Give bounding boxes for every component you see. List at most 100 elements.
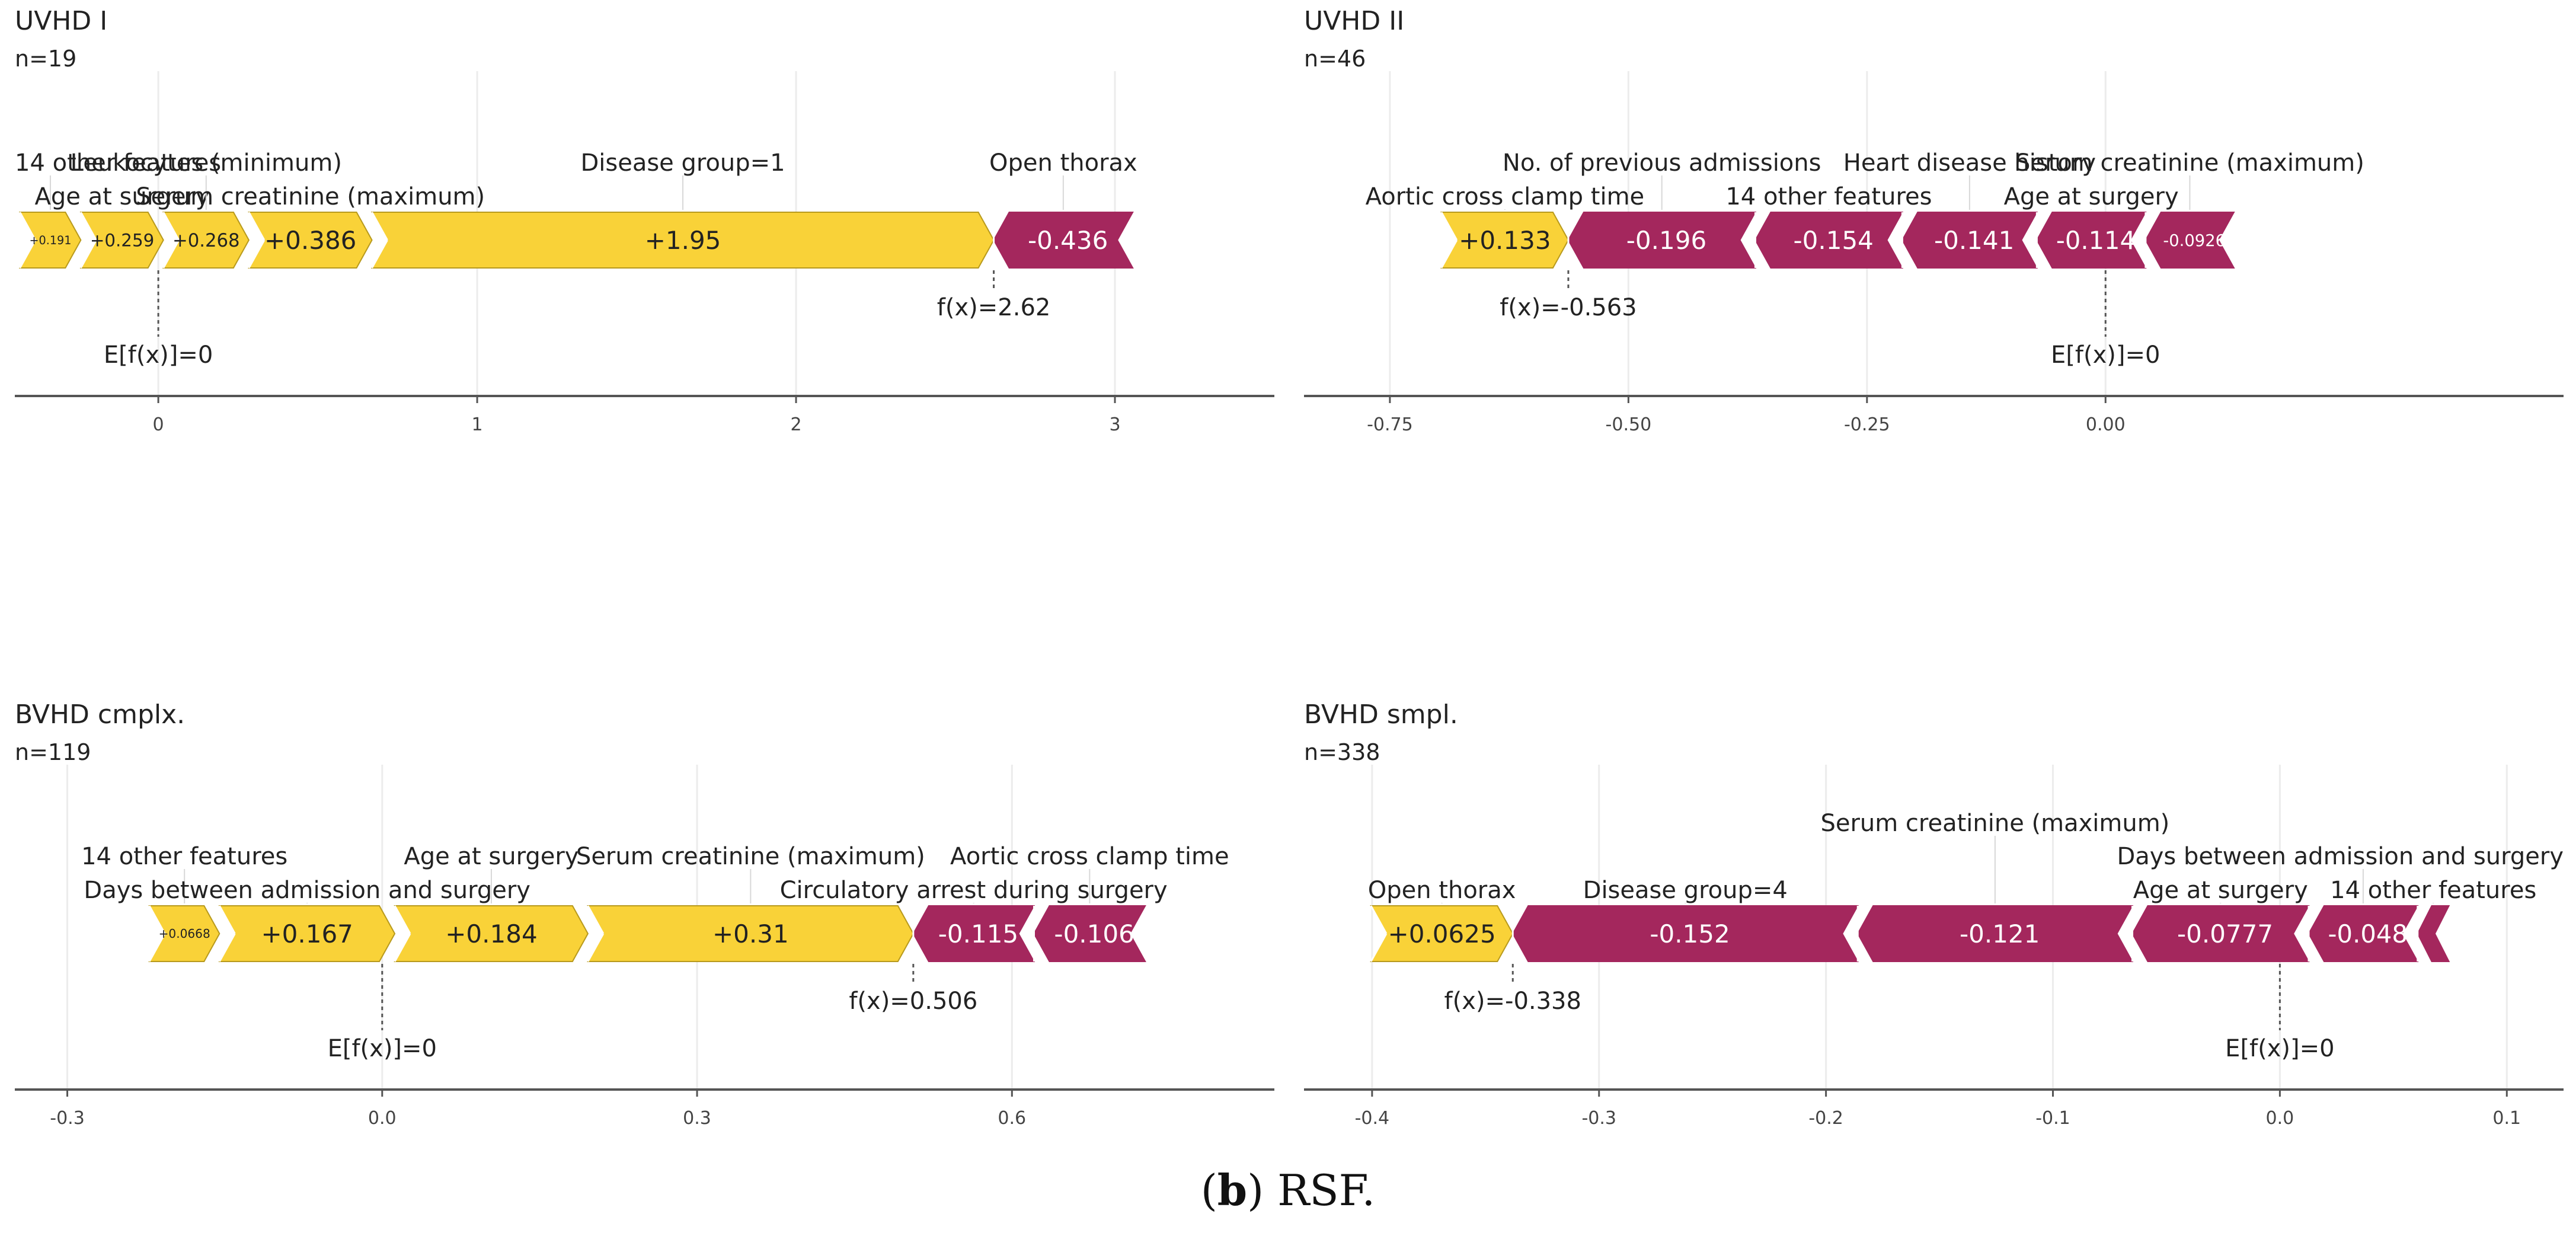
segment-value-label: -0.114 <box>2056 226 2136 255</box>
segment-separator <box>1370 905 1388 934</box>
x-tick-label: -0.2 <box>1808 1108 1843 1129</box>
segment-separator <box>394 933 411 962</box>
segment-value-label: -0.0777 <box>2177 919 2273 948</box>
segment-value-label: +0.133 <box>1459 226 1551 255</box>
output-value-label: f(x)=-0.563 <box>1500 294 1637 321</box>
segment-value-label: +0.0668 <box>159 927 210 941</box>
segment-value-label: -0.106 <box>1054 919 1134 948</box>
x-tick-label: 0 <box>153 414 164 435</box>
feature-name-label: Disease group=4 <box>1583 877 1788 904</box>
segment-separator <box>80 239 97 269</box>
x-tick-label: 0.00 <box>2086 414 2126 435</box>
positive-contribution-bar <box>394 905 589 962</box>
x-tick-label: -0.3 <box>50 1108 85 1129</box>
segment-value-label: -0.196 <box>1626 226 1706 255</box>
segment-separator <box>80 212 97 241</box>
x-tick-label: 0.6 <box>998 1108 1026 1129</box>
segment-separator <box>162 239 180 269</box>
segment-separator <box>19 239 36 269</box>
x-tick-label: -0.50 <box>1606 414 1652 435</box>
feature-name-label: Serum creatinine (maximum) <box>2015 149 2364 177</box>
segment-separator <box>19 212 36 241</box>
sample-size-label: n=119 <box>15 739 91 765</box>
positive-contribution-bar <box>18 212 82 269</box>
feature-name-label: Age at surgery <box>2133 877 2308 904</box>
force-plot-panel: UVHD II n=46 -0.75 -0.50 -0.25 0.00 +0.133 Aort… <box>1304 6 2564 435</box>
sample-size-label: n=338 <box>1304 739 1380 765</box>
positive-contribution-bar <box>79 212 164 269</box>
segment-separator <box>1440 239 1458 269</box>
feature-name-label: Open thorax <box>989 149 1137 177</box>
segment-separator <box>148 933 166 962</box>
positive-contribution-bar <box>218 905 396 962</box>
feature-name-label: Days between admission and surgery <box>2117 843 2564 870</box>
segment-value-label: +1.95 <box>645 226 721 255</box>
segment-separator <box>148 905 166 934</box>
positive-contribution-bar <box>587 905 914 962</box>
segment-value-label: +0.268 <box>172 231 240 251</box>
segment-value-label: +0.167 <box>261 919 353 948</box>
x-tick-label: -0.25 <box>1844 414 1890 435</box>
segment-value-label: -0.154 <box>1794 226 1874 255</box>
feature-name-label: 14 other features <box>81 843 287 870</box>
segment-separator <box>1440 212 1458 241</box>
caption-paren-open: ( <box>1200 1165 1217 1215</box>
segment-separator <box>371 239 388 269</box>
output-value-label: f(x)=0.506 <box>849 988 977 1015</box>
feature-name-label: Aortic cross clamp time <box>950 843 1229 870</box>
figure-caption: (b) RSF. <box>0 1165 2576 1215</box>
x-tick-label: 0.3 <box>683 1108 711 1129</box>
panel-title: UVHD I <box>15 6 107 36</box>
force-plot-panel: UVHD I n=19 0 1 2 3 +0.191 14 other features +0.… <box>15 6 1274 435</box>
x-tick-label: -0.3 <box>1581 1108 1616 1129</box>
base-value-label: E[f(x)]=0 <box>328 1035 437 1062</box>
feature-name-label: Age at surgery <box>35 183 210 210</box>
feature-name-label: Age at surgery <box>404 843 579 870</box>
base-value-label: E[f(x)]=0 <box>2051 341 2160 369</box>
segment-value-label: -0.0926 <box>2163 232 2226 250</box>
segment-value-label: +0.386 <box>264 226 356 255</box>
x-tick-label: 0.0 <box>2266 1108 2294 1129</box>
feature-name-label: Leukocytes (minimum) <box>71 149 342 177</box>
feature-name-label: Disease group=1 <box>580 149 785 177</box>
output-value-label: f(x)=-0.338 <box>1444 988 1581 1015</box>
caption-letter: b <box>1217 1165 1248 1215</box>
feature-name-label: 14 other features <box>2330 877 2536 904</box>
segment-value-label: -0.152 <box>1650 919 1730 948</box>
x-tick-label: 0.0 <box>368 1108 397 1129</box>
caption-text: RSF. <box>1264 1165 1376 1215</box>
feature-name-label: Aortic cross clamp time <box>1366 183 1645 210</box>
feature-name-label: Serum creatinine (maximum) <box>136 183 485 210</box>
panel-title: BVHD cmplx. <box>15 699 185 730</box>
panel-title: UVHD II <box>1304 6 1404 36</box>
feature-name-label: 14 other features <box>15 149 221 177</box>
segment-value-label: -0.141 <box>1934 226 2014 255</box>
segment-value-label: -0.436 <box>1028 226 1108 255</box>
segment-separator <box>587 905 605 934</box>
x-tick-label: -0.4 <box>1355 1108 1390 1129</box>
feature-name-label: Serum creatinine (maximum) <box>576 843 925 870</box>
segment-separator <box>162 212 180 241</box>
segment-separator <box>248 239 266 269</box>
base-value-label: E[f(x)]=0 <box>104 341 213 369</box>
feature-name-label: Circulatory arrest during surgery <box>780 877 1168 904</box>
segment-value-label: -0.121 <box>1960 919 2040 948</box>
x-tick-label: -0.75 <box>1367 414 1413 435</box>
segment-separator <box>371 212 388 241</box>
segment-separator <box>218 933 236 962</box>
force-plot-panel: BVHD cmplx. n=119 -0.3 0.0 0.3 0.6 +0.0668 14 o… <box>15 699 1274 1129</box>
positive-contribution-bar <box>370 212 995 269</box>
feature-name-label: No. of previous admissions <box>1503 149 1821 177</box>
segment-separator <box>218 905 236 934</box>
feature-name-label: Heart disease history <box>1843 149 2096 177</box>
negative-contribution-bar <box>2417 905 2450 962</box>
segment-value-label: +0.191 <box>29 234 71 247</box>
segment-separator <box>394 905 411 934</box>
force-plot-panel: BVHD smpl. n=338 -0.4 -0.3 -0.2 -0.1 0.0 0.1 +0.… <box>1304 699 2564 1129</box>
feature-name-label: Open thorax <box>1368 877 1516 904</box>
sample-size-label: n=46 <box>1304 46 1366 72</box>
x-tick-label: 2 <box>790 414 801 435</box>
sample-size-label: n=19 <box>15 46 76 72</box>
segment-separator <box>248 212 266 241</box>
positive-contribution-bar <box>1440 212 1570 269</box>
